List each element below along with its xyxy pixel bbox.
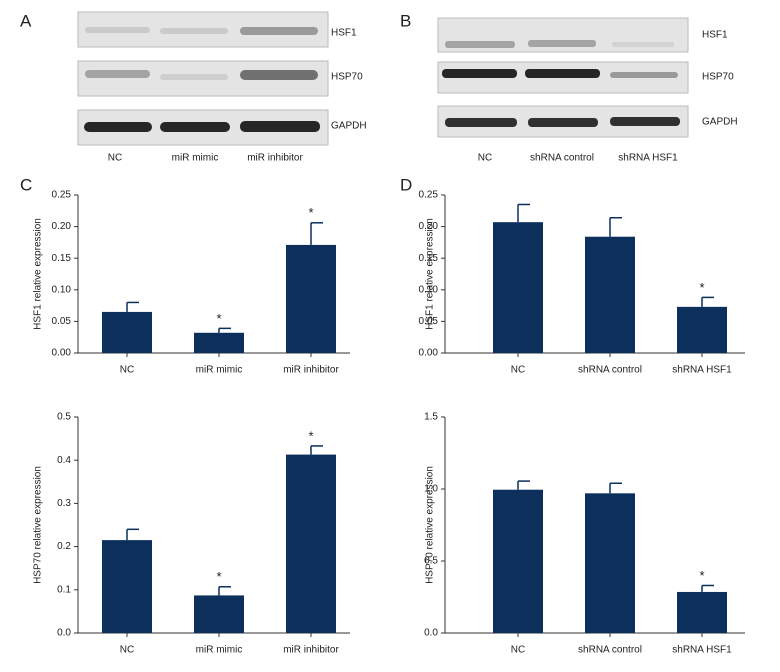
lane-label: shRNA control — [530, 153, 594, 164]
band — [525, 69, 600, 78]
x-tick-label: NC — [511, 365, 525, 376]
x-tick-label: shRNA control — [578, 645, 642, 656]
lane-label: NC — [478, 153, 492, 164]
bar — [194, 332, 244, 353]
y-tick-label: 0.25 — [419, 190, 439, 201]
bar — [102, 311, 152, 353]
band — [528, 118, 598, 127]
panel-label: A — [20, 11, 32, 30]
x-tick-label: NC — [120, 365, 134, 376]
y-tick-label: 0.0 — [424, 628, 438, 639]
y-tick-label: 1.5 — [424, 412, 438, 423]
row-label: HSP70 — [702, 72, 734, 83]
y-axis-label: HSF1 relative expression — [33, 218, 44, 330]
row-label: GAPDH — [702, 117, 738, 128]
band — [85, 27, 150, 33]
x-tick-label: NC — [120, 645, 134, 656]
y-tick-label: 0.05 — [419, 316, 439, 327]
blot-strip — [77, 11, 329, 48]
row-label: HSF1 — [331, 28, 357, 39]
row-label: HSP70 — [331, 72, 363, 83]
x-tick-label: miR mimic — [196, 365, 243, 376]
band — [240, 27, 318, 35]
y-tick-label: 0.20 — [419, 221, 439, 232]
x-tick-label: miR inhibitor — [283, 365, 339, 376]
band — [612, 42, 674, 47]
bar — [677, 591, 727, 633]
y-tick-label: 0.3 — [57, 498, 71, 509]
significance-star: * — [216, 569, 221, 584]
y-tick-label: 1.0 — [424, 484, 438, 495]
y-axis-label: HSF1 relative expression — [425, 218, 436, 330]
band — [610, 72, 678, 78]
x-tick-label: shRNA control — [578, 365, 642, 376]
y-tick-label: 0.10 — [419, 284, 439, 295]
panel-label: D — [400, 175, 412, 194]
band — [84, 122, 152, 132]
bar — [585, 236, 635, 353]
y-tick-label: 0.5 — [424, 556, 438, 567]
y-tick-label: 0.10 — [52, 284, 72, 295]
y-tick-label: 0.2 — [57, 541, 71, 552]
y-tick-label: 0.00 — [419, 348, 439, 359]
band — [445, 118, 517, 127]
bar — [286, 454, 336, 633]
y-tick-label: 0.5 — [57, 412, 71, 423]
x-tick-label: miR inhibitor — [283, 645, 339, 656]
y-tick-label: 0.15 — [419, 253, 439, 264]
x-tick-label: shRNA HSF1 — [672, 645, 732, 656]
band — [240, 121, 320, 132]
band — [160, 28, 228, 34]
bar — [677, 306, 727, 353]
blot-strip — [437, 17, 689, 53]
band — [240, 70, 318, 80]
lane-label: shRNA HSF1 — [618, 153, 678, 164]
x-tick-label: shRNA HSF1 — [672, 365, 732, 376]
x-tick-label: NC — [511, 645, 525, 656]
band — [528, 40, 596, 47]
x-tick-label: miR mimic — [196, 645, 243, 656]
blot-bands — [84, 27, 680, 132]
significance-star: * — [308, 205, 313, 220]
significance-star: * — [308, 428, 313, 443]
bar — [493, 222, 543, 353]
y-tick-label: 0.15 — [52, 253, 72, 264]
row-label: GAPDH — [331, 121, 367, 132]
y-axis-label: HSP70 relative expression — [33, 466, 44, 584]
bar — [585, 493, 635, 633]
y-tick-label: 0.1 — [57, 584, 71, 595]
band — [85, 70, 150, 78]
panel-label: B — [400, 11, 411, 30]
significance-star: * — [699, 568, 704, 583]
y-tick-label: 0.20 — [52, 221, 72, 232]
band — [160, 74, 228, 80]
band — [160, 122, 230, 132]
bar — [493, 489, 543, 633]
row-label: HSF1 — [702, 30, 728, 41]
lane-label: NC — [108, 153, 122, 164]
y-tick-label: 0.0 — [57, 628, 71, 639]
y-tick-label: 0.00 — [52, 348, 72, 359]
y-axis-label: HSP70 relative expression — [425, 466, 436, 584]
bar — [194, 595, 244, 633]
lane-label: miR inhibitor — [247, 153, 303, 164]
lane-label: miR mimic — [172, 153, 219, 164]
bar — [286, 244, 336, 353]
y-tick-label: 0.4 — [57, 455, 71, 466]
y-tick-label: 0.25 — [52, 190, 72, 201]
significance-star: * — [699, 280, 704, 295]
band — [442, 69, 517, 78]
y-tick-label: 0.05 — [52, 316, 72, 327]
significance-star: * — [216, 311, 221, 326]
panel-label: C — [20, 175, 32, 194]
band — [445, 41, 515, 48]
band — [610, 117, 680, 126]
bar — [102, 540, 152, 633]
